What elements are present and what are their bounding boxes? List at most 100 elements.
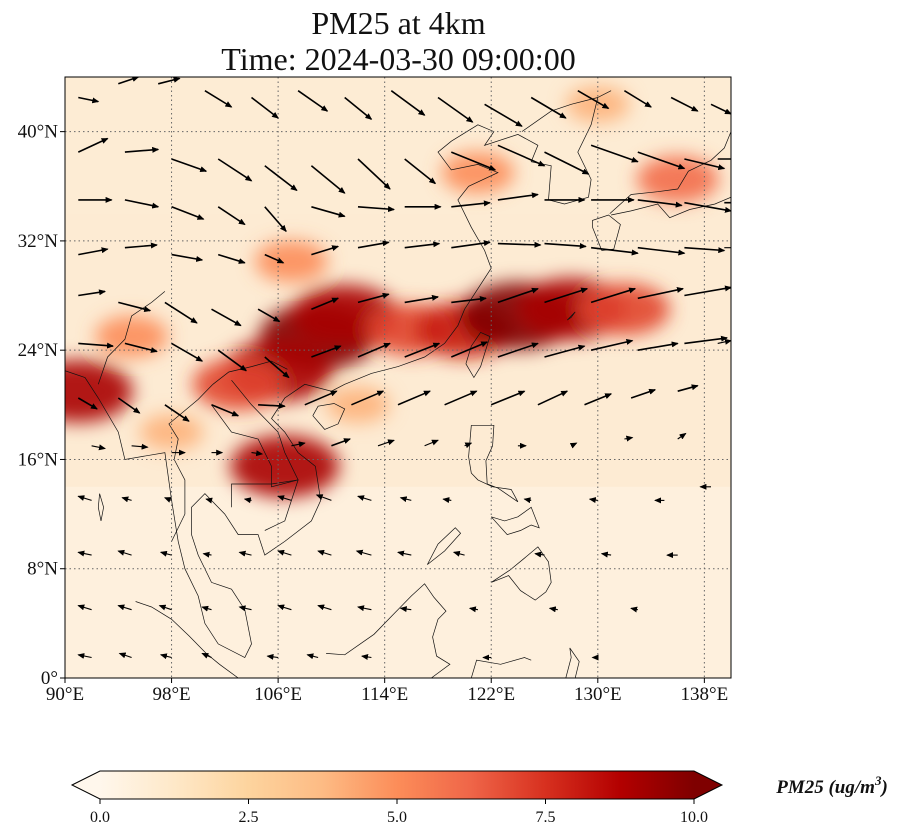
wind-arrow <box>297 90 329 112</box>
wind-arrow <box>131 443 149 450</box>
wind-arrow <box>590 339 634 351</box>
coastline-honshu <box>609 131 731 214</box>
wind-arrow <box>361 654 372 660</box>
wind-arrow <box>211 308 242 327</box>
wind-arrow <box>544 344 586 358</box>
wind-arrow <box>451 240 491 249</box>
wind-arrow <box>266 653 279 660</box>
coastline-sumatra <box>135 601 239 678</box>
wind-arrow <box>277 549 292 556</box>
wind-arrow <box>355 549 372 556</box>
pm25-plume <box>95 315 168 358</box>
wind-arrow <box>450 151 497 171</box>
colorbar-tick-label: 7.5 <box>536 809 556 826</box>
wind-arrow <box>118 652 132 659</box>
wind-arrow <box>404 294 439 304</box>
wind-arrow <box>77 137 109 153</box>
wind-arrow <box>205 497 213 504</box>
wind-arrow <box>523 497 532 504</box>
wind-arrow <box>623 90 652 108</box>
wind-arrow <box>717 338 731 345</box>
wind-arrow <box>201 652 212 659</box>
latitude-tick-label: 8°N <box>27 559 58 580</box>
wind-arrow <box>251 450 264 457</box>
wind-arrow <box>534 551 545 558</box>
wind-arrow <box>544 287 589 304</box>
wind-arrow <box>424 439 439 447</box>
wind-arrow <box>217 158 253 182</box>
wind-arrow <box>637 246 686 256</box>
wind-arrow <box>484 103 523 127</box>
wind-arrow <box>217 253 246 264</box>
wind-arrow <box>591 246 639 256</box>
wind-arrow <box>344 96 373 120</box>
latitude-tick-label: 24°N <box>18 340 59 361</box>
wind-arrow <box>404 342 441 358</box>
colorbar-ticks: 0.0 2.5 5.0 7.5 10.0 <box>90 799 708 826</box>
wind-arrow <box>158 604 172 611</box>
wind-arrow <box>77 653 92 659</box>
map-time-subtitle: Time: 2024-03-30 09:00:00 <box>221 41 576 77</box>
coastline-honshu-south <box>611 196 731 219</box>
wind-arrow <box>684 285 731 297</box>
wind-arrow <box>77 550 92 557</box>
wind-arrow <box>684 201 731 213</box>
wind-arrow <box>637 341 679 351</box>
coastline-india-border <box>97 291 166 385</box>
wind-arrow <box>399 496 412 503</box>
wind-arrow <box>630 606 638 613</box>
wind-arrow <box>724 286 731 290</box>
wind-arrow <box>277 604 292 611</box>
coastline-laos-vietnam-border <box>212 360 288 385</box>
colorbar-tick-label: 0.0 <box>90 809 110 826</box>
wind-arrow <box>264 206 287 233</box>
wind-arrow <box>677 432 687 440</box>
wind-arrow <box>677 384 699 392</box>
wind-arrow <box>171 253 204 262</box>
coastlines <box>65 90 731 678</box>
wind-arrow <box>544 242 587 249</box>
longitude-tick-label: 90°E <box>46 684 84 705</box>
wind-arrow <box>442 497 452 504</box>
wind-arrow <box>264 253 285 264</box>
wind-arrow <box>78 96 100 104</box>
longitude-tick-label: 130°E <box>574 684 622 705</box>
wind-arrow <box>397 390 431 406</box>
pm25-plume <box>65 360 133 423</box>
wind-arrow <box>251 96 279 119</box>
longitude-tick-label: 106°E <box>254 684 302 705</box>
wind-arrow <box>497 192 539 201</box>
colorbar-extend-high <box>694 771 722 799</box>
latitude-tick-label: 40°N <box>18 122 59 143</box>
colorbar-tick-label: 2.5 <box>239 809 259 826</box>
wind-arrow <box>544 151 590 175</box>
map-gridlines <box>65 77 731 678</box>
wind-arrow <box>202 551 212 558</box>
longitude-tick-label: 114°E <box>361 684 408 705</box>
wind-arrow <box>78 289 106 297</box>
wind-arrow <box>404 241 441 249</box>
wind-arrow <box>630 388 657 399</box>
wind-arrow <box>357 605 372 612</box>
map-frame <box>64 76 732 679</box>
pm25-plume <box>192 358 284 411</box>
longitude-tick-label: 122°E <box>467 684 515 705</box>
wind-arrow <box>277 495 292 501</box>
wind-arrow <box>204 90 233 108</box>
colorbar-label: PM25 (ug/m3) <box>775 773 888 798</box>
wind-arrow <box>331 438 351 447</box>
colorbar-tick-label: 5.0 <box>387 809 407 826</box>
coastline-andaman <box>97 493 104 521</box>
wind-arrow <box>257 308 281 323</box>
wind-arrow <box>164 301 198 324</box>
coastline-borneo <box>326 583 451 678</box>
wind-arrow <box>397 550 412 557</box>
wind-arrow <box>211 404 240 417</box>
wind-arrow <box>117 604 132 611</box>
wind-arrow <box>171 206 205 220</box>
wind-arrow <box>117 397 141 414</box>
wind-arrow <box>164 404 190 422</box>
wind-arrow <box>357 342 391 358</box>
coastline-taiwan <box>465 331 491 379</box>
wind-arrow <box>577 90 610 110</box>
